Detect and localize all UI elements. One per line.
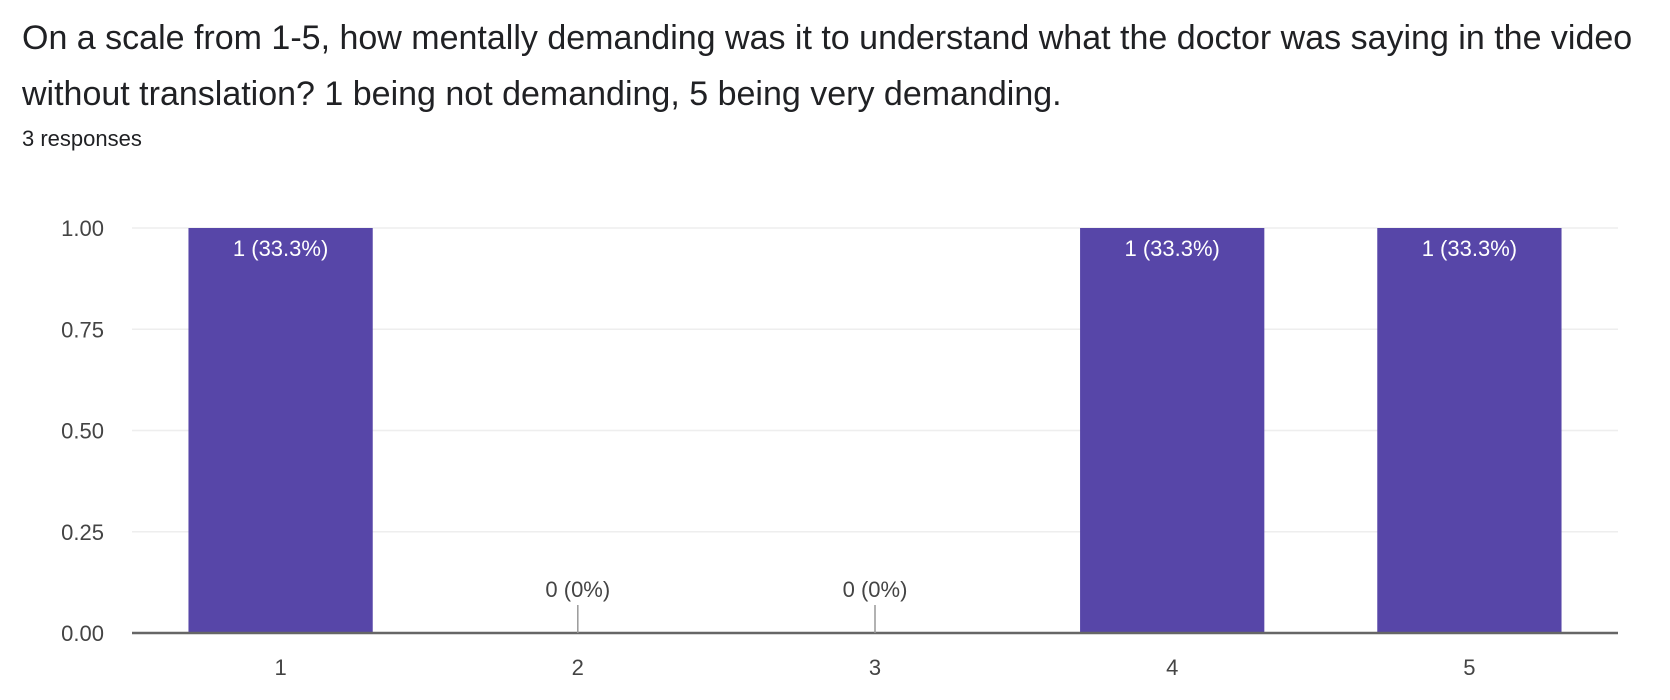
- data-label-1: 1 (33.3%): [233, 236, 328, 261]
- x-axis-ticks: 1 2 3 4 5: [274, 655, 1475, 680]
- data-label-5: 1 (33.3%): [1422, 236, 1517, 261]
- data-labels: 1 (33.3%) 0 (0%) 0 (0%) 1 (33.3%) 1 (33.3%): [233, 236, 1517, 633]
- data-label-3: 0 (0%): [843, 577, 908, 602]
- y-axis-ticks: 0.00 0.25 0.50 0.75 1.00: [61, 216, 104, 646]
- bar-5: [1377, 228, 1562, 633]
- y-tick-label: 0.75: [61, 317, 104, 342]
- question-title: On a scale from 1-5, how mentally demand…: [22, 19, 1633, 113]
- x-tick-label: 3: [869, 655, 881, 680]
- bars: [188, 228, 1562, 633]
- gridlines: [132, 227, 1618, 533]
- y-tick-label: 1.00: [61, 216, 104, 241]
- bar-1: [188, 228, 373, 633]
- x-tick-label: 4: [1166, 655, 1178, 680]
- y-tick-label: 0.00: [61, 621, 104, 646]
- x-tick-label: 2: [572, 655, 584, 680]
- y-tick-label: 0.50: [61, 419, 104, 444]
- x-tick-label: 1: [274, 655, 286, 680]
- y-tick-label: 0.25: [61, 520, 104, 545]
- x-tick-label: 5: [1463, 655, 1475, 680]
- bar-4: [1080, 228, 1265, 633]
- data-label-4: 1 (33.3%): [1125, 236, 1220, 261]
- response-count: 3 responses: [22, 126, 142, 151]
- data-label-2: 0 (0%): [545, 577, 610, 602]
